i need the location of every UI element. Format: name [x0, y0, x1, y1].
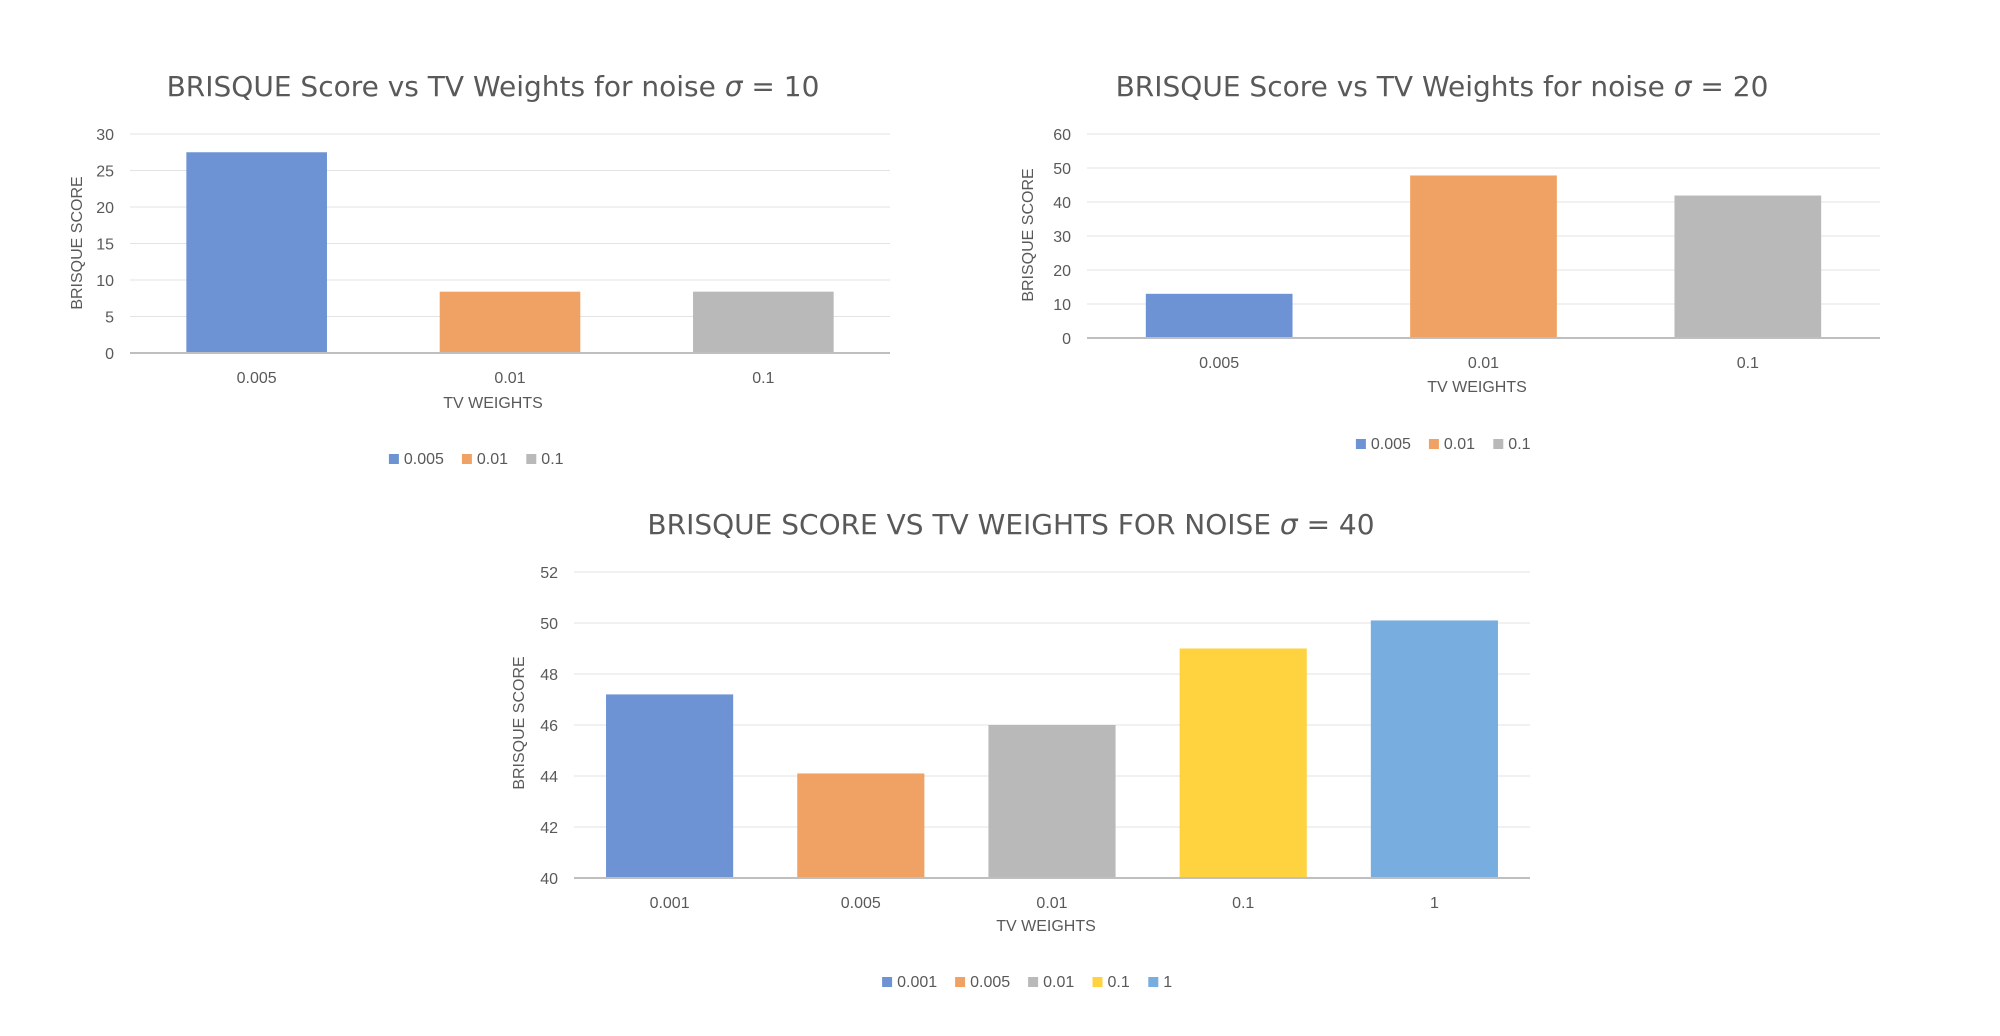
legend-label: 0.005	[970, 974, 1010, 991]
legend-label: 0.01	[1444, 436, 1475, 453]
y-tick-label: 50	[540, 616, 558, 633]
y-tick-label: 42	[540, 820, 558, 837]
legend-item: 0.1	[526, 451, 563, 468]
y-tick-label: 20	[1053, 263, 1071, 280]
legend-label: 0.005	[1371, 436, 1411, 453]
bar-0.001	[606, 694, 733, 878]
legend-label: 0.1	[541, 451, 563, 468]
legend-label: 0.001	[897, 974, 937, 991]
legend-swatch	[1148, 977, 1158, 987]
y-tick-label: 10	[1053, 297, 1071, 314]
legend-swatch	[389, 454, 399, 464]
bar-0.01	[1410, 175, 1557, 338]
x-tick-label: 0.005	[237, 370, 277, 387]
x-tick-label: 1	[1430, 895, 1439, 912]
bar-0.1	[693, 292, 834, 353]
y-tick-label: 48	[540, 667, 558, 684]
chart-1-title: BRISQUE Score vs TV Weights for noise σ …	[167, 70, 820, 103]
legend-swatch	[1429, 439, 1439, 449]
y-tick-label: 60	[1053, 127, 1071, 144]
legend-swatch	[955, 977, 965, 987]
chart-2-title: BRISQUE Score vs TV Weights for noise σ …	[1116, 70, 1769, 103]
y-tick-label: 40	[1053, 195, 1071, 212]
chart-2-legend: 0.005 0.01 0.1	[1356, 436, 1531, 453]
y-tick-label: 25	[96, 164, 114, 181]
legend-item: 0.005	[955, 974, 1010, 991]
legend-swatch	[1028, 977, 1038, 987]
legend-label: 0.01	[1043, 974, 1074, 991]
legend-label: 0.1	[1508, 436, 1530, 453]
x-tick-label: 0.1	[752, 370, 774, 387]
x-tick-label: 0.005	[841, 895, 881, 912]
legend-item: 0.1	[1493, 436, 1530, 453]
y-tick-label: 40	[540, 871, 558, 888]
y-tick-label: 30	[96, 127, 114, 144]
legend-swatch	[1356, 439, 1366, 449]
legend-label: 1	[1163, 974, 1172, 991]
legend-item: 0.005	[1356, 436, 1411, 453]
chart-2-x-axis-label: TV WEIGHTS	[1427, 379, 1527, 396]
legend-item: 0.005	[389, 451, 444, 468]
chart-1: BRISQUE Score vs TV Weights for noise σ …	[69, 70, 890, 468]
chart-2-plot-area: 0 10 20 30 40 50 60 0.005 0.01 0.1	[1053, 127, 1880, 372]
chart-1-x-axis-label: TV WEIGHTS	[443, 395, 543, 412]
x-tick-label: 0.1	[1737, 355, 1759, 372]
legend-item: 1	[1148, 974, 1172, 991]
y-tick-label: 0	[1062, 331, 1071, 348]
chart-2: BRISQUE Score vs TV Weights for noise σ …	[1020, 70, 1880, 453]
legend-swatch	[1493, 439, 1503, 449]
chart-1-y-axis-label: BRISQUE SCORE	[69, 176, 86, 309]
bar-1	[1371, 620, 1498, 878]
x-tick-label: 0.001	[650, 895, 690, 912]
bar-0.01	[440, 292, 581, 353]
legend-label: 0.005	[404, 451, 444, 468]
legend-item: 0.1	[1093, 974, 1130, 991]
y-tick-label: 0	[105, 346, 114, 363]
y-tick-label: 15	[96, 237, 114, 254]
bar-0.005	[1146, 294, 1293, 338]
chart-3-legend: 0.001 0.005 0.01 0.1 1	[882, 974, 1172, 991]
x-tick-label: 0.01	[1468, 355, 1499, 372]
y-tick-label: 44	[540, 769, 558, 786]
chart-3-x-axis-label: TV WEIGHTS	[996, 918, 1096, 935]
legend-item: 0.01	[1028, 974, 1074, 991]
legend-item: 0.01	[462, 451, 508, 468]
y-tick-label: 10	[96, 273, 114, 290]
legend-label: 0.1	[1108, 974, 1130, 991]
legend-item: 0.01	[1429, 436, 1475, 453]
legend-label: 0.01	[477, 451, 508, 468]
y-tick-label: 46	[540, 718, 558, 735]
y-tick-label: 20	[96, 200, 114, 217]
bar-0.005	[797, 773, 924, 878]
x-tick-label: 0.01	[494, 370, 525, 387]
bar-0.1	[1180, 649, 1307, 879]
chart-3-y-axis-label: BRISQUE SCORE	[511, 656, 528, 789]
x-tick-label: 0.005	[1199, 355, 1239, 372]
bar-0.1	[1674, 196, 1821, 338]
y-tick-label: 5	[105, 310, 114, 327]
legend-swatch	[1093, 977, 1103, 987]
x-tick-label: 0.1	[1232, 895, 1254, 912]
y-tick-label: 50	[1053, 161, 1071, 178]
legend-swatch	[882, 977, 892, 987]
x-tick-label: 0.01	[1036, 895, 1067, 912]
chart-3: BRISQUE SCORE VS TV WEIGHTS FOR NOISE σ …	[511, 508, 1530, 991]
y-tick-label: 30	[1053, 229, 1071, 246]
legend-swatch	[462, 454, 472, 464]
chart-3-title: BRISQUE SCORE VS TV WEIGHTS FOR NOISE σ …	[647, 508, 1374, 541]
bar-0.01	[988, 725, 1115, 878]
chart-1-legend: 0.005 0.01 0.1	[389, 451, 564, 468]
legend-swatch	[526, 454, 536, 464]
chart-3-plot-area: 40 42 44 46 48 50 52 0.001 0.005 0.01 0.1 1	[540, 565, 1530, 912]
y-tick-label: 52	[540, 565, 558, 582]
chart-1-plot-area: 0 5 10 15 20 25 30 0.005 0.01 0.1	[96, 127, 890, 387]
bar-0.005	[186, 152, 327, 353]
chart-2-y-axis-label: BRISQUE SCORE	[1020, 168, 1037, 301]
legend-item: 0.001	[882, 974, 937, 991]
